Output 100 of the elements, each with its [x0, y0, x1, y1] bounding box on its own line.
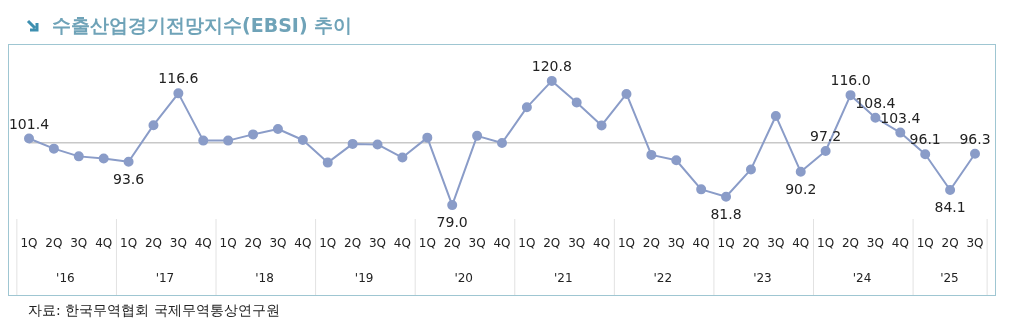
x-tick-label: 3Q	[966, 236, 984, 250]
point	[297, 135, 308, 146]
text: '17	[155, 271, 175, 285]
x-tick-label: 1Q	[916, 236, 934, 250]
x-tick-label: 4Q	[593, 236, 611, 250]
x-tick-label: 3Q	[468, 236, 486, 250]
point	[372, 139, 383, 150]
x-tick-label: 3Q	[368, 236, 387, 250]
point	[347, 138, 358, 149]
data-label: 79.0	[436, 214, 468, 231]
data-label: 81.8	[710, 205, 742, 222]
point	[472, 130, 483, 141]
data-label: 120.8	[531, 57, 572, 74]
point	[98, 153, 109, 164]
point	[571, 97, 582, 108]
point	[795, 166, 806, 177]
data-label: 116.0	[830, 72, 871, 89]
x-tick-label: 2Q	[742, 236, 760, 250]
point	[696, 184, 707, 195]
x-tick-label: 4Q	[95, 236, 113, 250]
data-label: 93.6	[112, 170, 145, 187]
text: '20	[454, 271, 473, 285]
x-tick-label: 4Q	[692, 236, 710, 250]
point	[770, 110, 781, 121]
point	[447, 200, 458, 211]
data-label: 116.6	[158, 70, 199, 87]
point	[422, 132, 433, 143]
x-tick-label: 2Q	[244, 236, 262, 250]
data-label: 96.1	[909, 131, 941, 148]
x-tick-label: 2Q	[344, 236, 362, 250]
data-label: 101.4	[8, 115, 50, 132]
x-tick-label: 2Q	[443, 236, 461, 250]
text: '16	[56, 271, 75, 285]
x-tick-label: 3Q	[568, 236, 586, 250]
point	[322, 157, 333, 168]
point	[820, 146, 831, 157]
point	[870, 112, 881, 123]
point	[248, 129, 259, 140]
point	[148, 120, 159, 131]
x-tick-label: 3Q	[269, 236, 287, 250]
point	[646, 149, 657, 160]
text: '24	[852, 271, 872, 285]
x-tick-label: 2Q	[144, 236, 163, 250]
x-tick-label: 1Q	[518, 236, 536, 250]
data-label: 96.3	[959, 130, 991, 147]
x-tick-label: 4Q	[194, 236, 212, 250]
x-tick-label: 1Q	[617, 236, 636, 250]
x-tick-label: 3Q	[667, 236, 685, 250]
text: '25	[940, 271, 959, 285]
chart-title: 수출산업경기전망지수(EBSI) 추이	[52, 13, 353, 38]
x-tick-label: 3Q	[169, 236, 187, 250]
text: '21	[553, 271, 573, 285]
point	[970, 148, 980, 159]
point	[621, 88, 632, 99]
x-tick-label: 3Q	[767, 236, 785, 250]
point	[223, 135, 234, 146]
x-tick-label: 1Q	[120, 236, 138, 250]
point	[721, 191, 732, 202]
x-tick-label: 1Q	[418, 236, 436, 250]
data-label: 84.1	[934, 198, 966, 215]
x-tick-label: 1Q	[219, 236, 237, 250]
point	[397, 152, 408, 163]
text: '22	[653, 271, 673, 285]
data-label: 97.2	[810, 128, 842, 145]
point	[24, 133, 34, 144]
x-tick-label: 2Q	[941, 236, 959, 250]
data-label: 90.2	[785, 180, 817, 197]
point	[920, 149, 931, 160]
x-tick-label: 2Q	[642, 236, 660, 250]
point	[745, 164, 756, 175]
text: '18	[255, 271, 274, 285]
point	[845, 90, 856, 101]
data-label: 103.4	[880, 109, 921, 126]
x-tick-label: 4Q	[393, 236, 411, 250]
point	[73, 151, 84, 162]
x-tick-label: 4Q	[891, 236, 909, 250]
point	[671, 155, 682, 166]
x-tick-label: 1Q	[717, 236, 735, 250]
x-tick-label: 2Q	[543, 236, 561, 250]
x-tick-label: 4Q	[294, 236, 312, 250]
point	[546, 75, 557, 86]
x-tick-label: 1Q	[319, 236, 337, 250]
data-label: 108.4	[855, 94, 896, 111]
point	[596, 120, 607, 131]
x-tick-label: 3Q	[70, 236, 88, 250]
point	[895, 127, 906, 138]
x-tick-label: 2Q	[45, 236, 63, 250]
x-tick-label: 3Q	[866, 236, 884, 250]
text: '19	[354, 271, 374, 285]
x-tick-label: 4Q	[792, 236, 810, 250]
x-tick-label: 1Q	[817, 236, 835, 250]
point	[48, 143, 59, 154]
x-tick-label: 4Q	[493, 236, 511, 250]
point	[945, 184, 956, 195]
point	[272, 124, 283, 135]
point	[173, 88, 184, 99]
text: '23	[753, 271, 772, 285]
text: 자료: 한국무역협회 국제무역통상연구원	[27, 302, 281, 320]
x-tick-label: 1Q	[20, 236, 38, 250]
x-tick-label: 2Q	[841, 236, 860, 250]
